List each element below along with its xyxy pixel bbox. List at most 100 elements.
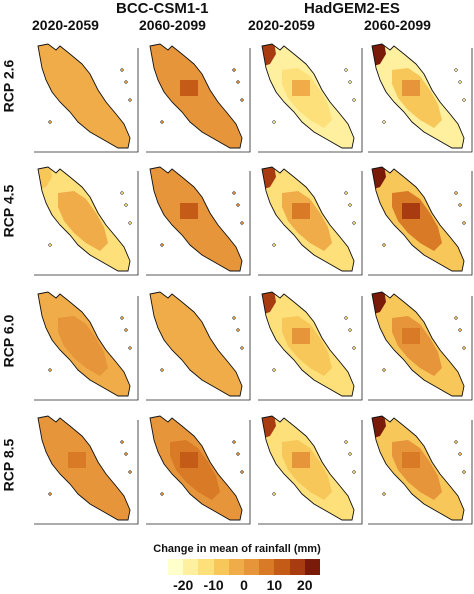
island <box>120 68 124 72</box>
island <box>128 470 132 474</box>
peninsula-map <box>258 43 363 153</box>
peninsula-map <box>146 166 251 276</box>
map-panel <box>142 288 254 404</box>
rainfall-change-core <box>402 452 420 468</box>
island <box>160 243 164 247</box>
peninsula-map <box>146 291 251 401</box>
period-label-col3: 2020-2059 <box>248 17 315 33</box>
rainfall-change-core <box>292 328 310 344</box>
island <box>462 470 466 474</box>
coastline <box>149 166 243 272</box>
map-panel <box>254 288 366 404</box>
rainfall-change-core <box>292 452 310 468</box>
island <box>454 440 458 444</box>
peninsula-map <box>34 166 139 276</box>
coastline <box>37 291 131 397</box>
model-title-hadgem: HadGEM2-ES <box>304 0 400 17</box>
peninsula-map <box>368 415 473 525</box>
island <box>458 328 462 332</box>
rainfall-change-core <box>402 203 420 219</box>
coastline <box>371 291 465 397</box>
legend-tick-label: -10 <box>203 577 224 593</box>
map-panel <box>142 412 254 528</box>
coastline <box>261 415 355 521</box>
panel-frame <box>146 420 251 525</box>
island <box>352 221 356 225</box>
map-panel <box>364 288 474 404</box>
legend-swatch <box>228 559 245 575</box>
rainfall-change-core <box>402 328 420 344</box>
coastline <box>37 415 131 521</box>
island <box>352 98 356 102</box>
island <box>236 203 240 207</box>
island <box>120 316 124 320</box>
island <box>272 368 276 372</box>
island <box>454 316 458 320</box>
island <box>382 492 386 496</box>
scenario-label-rcp26: RCP 2.6 <box>0 59 17 113</box>
coastline <box>37 166 131 272</box>
island <box>236 328 240 332</box>
rainfall-change-core <box>402 80 420 96</box>
peninsula-map <box>258 291 363 401</box>
island <box>124 328 128 332</box>
island <box>160 368 164 372</box>
coastline <box>371 166 465 272</box>
island <box>382 368 386 372</box>
scenario-label-rcp85: RCP 8.5 <box>0 438 17 492</box>
island <box>160 492 164 496</box>
island <box>232 440 236 444</box>
island <box>48 368 52 372</box>
legend-swatch <box>259 559 275 575</box>
peninsula-map <box>258 166 363 276</box>
legend-title: Change in mean of rainfall (mm) <box>153 543 321 555</box>
island <box>120 191 124 195</box>
island <box>272 243 276 247</box>
peninsula-map <box>146 415 251 525</box>
legend-tick-label: 0 <box>240 577 248 593</box>
peninsula-map <box>146 43 251 153</box>
island <box>240 221 244 225</box>
panel-frame <box>368 48 473 153</box>
legend-swatch <box>198 559 214 575</box>
island <box>462 98 466 102</box>
coastline <box>37 43 131 149</box>
rainfall-change-core <box>292 80 310 96</box>
island <box>236 80 240 84</box>
island <box>454 191 458 195</box>
legend-swatch <box>274 559 290 575</box>
island <box>344 68 348 72</box>
island <box>462 346 466 350</box>
island <box>124 203 128 207</box>
rainfall-change-core <box>68 80 86 96</box>
coastline <box>149 415 243 521</box>
island <box>232 68 236 72</box>
island <box>458 452 462 456</box>
island <box>272 120 276 124</box>
panel-frame <box>368 420 473 525</box>
panel-frame <box>258 171 363 276</box>
panel-frame <box>34 296 139 401</box>
map-panel <box>254 412 366 528</box>
island <box>348 80 352 84</box>
coastline <box>261 166 355 272</box>
coastline <box>371 43 465 149</box>
island <box>272 492 276 496</box>
rainfall-change-core <box>180 452 198 468</box>
island <box>382 243 386 247</box>
period-label-col4: 2060-2099 <box>364 17 431 33</box>
coastline <box>149 43 243 149</box>
island <box>48 120 52 124</box>
map-panel <box>142 163 254 279</box>
legend-tick-label: 20 <box>297 577 313 593</box>
panel-frame <box>146 48 251 153</box>
map-panel <box>364 40 474 156</box>
rainfall-change-core <box>180 80 198 96</box>
map-panel <box>30 412 142 528</box>
legend-swatch <box>168 559 184 575</box>
island <box>48 492 52 496</box>
legend-swatch <box>244 559 260 575</box>
peninsula-map <box>34 415 139 525</box>
map-panel <box>30 288 142 404</box>
island <box>382 120 386 124</box>
